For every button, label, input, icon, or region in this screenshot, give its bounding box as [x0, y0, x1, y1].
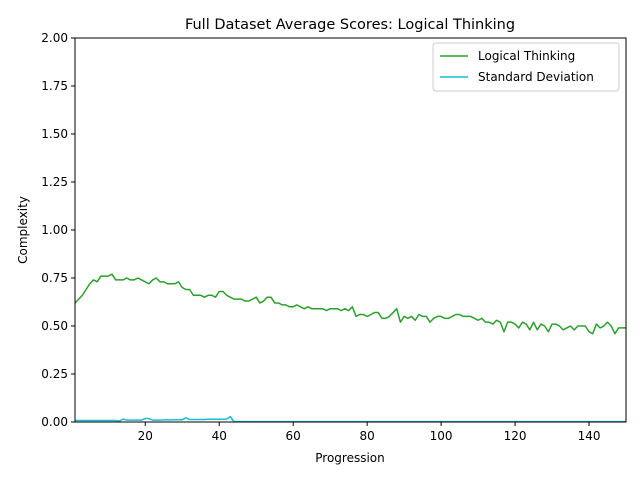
plot-frame — [74, 37, 627, 423]
x-tick-label: 120 — [504, 429, 527, 443]
series-line-logical-thinking — [74, 273, 626, 335]
y-tick-label: 0.25 — [41, 367, 68, 381]
x-axis-label: Progression — [315, 451, 385, 465]
y-tick-label: 0.00 — [41, 415, 68, 429]
legend-box — [432, 42, 620, 92]
legend: Logical Thinking Standard Deviation — [432, 42, 620, 92]
y-tick-label: 1.75 — [41, 79, 68, 93]
x-tick-label: 40 — [212, 429, 227, 443]
x-tick-label: 80 — [360, 429, 375, 443]
x-tick-label: 100 — [430, 429, 453, 443]
x-axis-ticks: 20 40 60 80 100 120 140 — [138, 422, 601, 443]
x-tick-label: 140 — [578, 429, 601, 443]
y-tick-label: 1.25 — [41, 175, 68, 189]
y-tick-label: 1.00 — [41, 223, 68, 237]
y-axis-ticks: 0.00 0.25 0.50 0.75 1.00 1.25 1.50 1.75 2.00 — [41, 31, 75, 429]
legend-label-logical-thinking: Logical Thinking — [478, 49, 575, 63]
x-tick-label: 60 — [286, 429, 301, 443]
y-tick-label: 1.50 — [41, 127, 68, 141]
y-tick-label: 0.50 — [41, 319, 68, 333]
y-axis-label: Complexity — [16, 196, 30, 264]
x-tick-label: 20 — [138, 429, 153, 443]
y-tick-label: 2.00 — [41, 31, 68, 45]
chart-title: Full Dataset Average Scores: Logical Thi… — [185, 17, 515, 33]
y-tick-label: 0.75 — [41, 271, 68, 285]
legend-label-standard-deviation: Standard Deviation — [478, 70, 594, 84]
